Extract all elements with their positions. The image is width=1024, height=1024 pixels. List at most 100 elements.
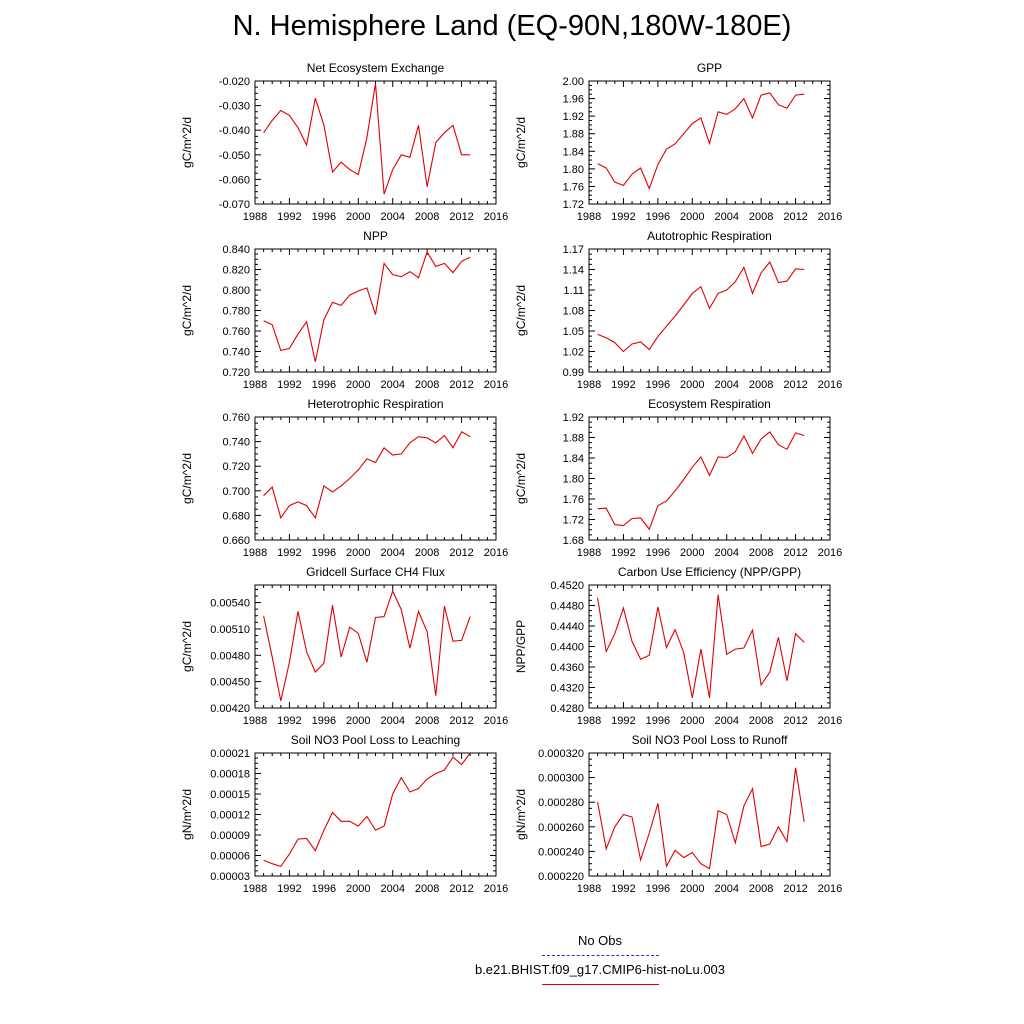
x-tick-label: 1988: [577, 547, 601, 559]
y-tick-label: 1.05: [563, 326, 584, 338]
y-tick-label: 1.72: [563, 199, 584, 211]
x-tick-label: 1992: [611, 379, 635, 391]
x-tick-label: 1992: [611, 883, 635, 895]
page-title: N. Hemisphere Land (EQ-90N,180W-180E): [232, 10, 792, 42]
y-tick-label: -0.040: [219, 125, 250, 137]
y-tick-label: 0.840: [222, 244, 250, 256]
y-tick-label: 0.00009: [210, 830, 250, 842]
x-tick-label: 1992: [277, 715, 301, 727]
y-tick-label: 1.68: [563, 535, 584, 547]
chart-panel-6: Ecosystem Respiration gC/m^2/d 1988 1992 199…: [514, 397, 842, 559]
x-tick-label: 2008: [415, 547, 439, 559]
y-tick-label: 1.02: [563, 347, 584, 359]
x-tick-label: 1992: [277, 379, 301, 391]
y-tick-label: 1.80: [563, 474, 584, 486]
x-tick-label: 1988: [243, 883, 267, 895]
y-tick-label: 0.00480: [210, 650, 250, 662]
x-tick-label: 2012: [783, 211, 807, 223]
x-tick-label: 1988: [577, 379, 601, 391]
x-tick-label: 2008: [749, 715, 773, 727]
x-tick-label: 2016: [484, 379, 508, 391]
x-tick-label: 2004: [714, 715, 738, 727]
x-tick-label: 2004: [714, 883, 738, 895]
chart-title: Gridcell Surface CH4 Flux: [306, 565, 445, 579]
chart-panel-1: Net Ecosystem Exchange gC/m^2/d 1988 1992 19…: [180, 61, 508, 223]
series-line: [597, 767, 805, 870]
x-tick-label: 2004: [380, 883, 404, 895]
y-tick-label: 0.4400: [550, 642, 584, 654]
plot-frame: [588, 584, 831, 709]
y-tick-label: 1.96: [563, 94, 584, 106]
y-tick-label: 1.08: [563, 306, 584, 318]
y-tick-label: 0.660: [222, 535, 250, 547]
series-line: [597, 92, 805, 191]
y-axis-label: gN/m^2/d: [514, 789, 528, 840]
legend-obs-line: [542, 955, 659, 956]
y-tick-label: -0.050: [219, 150, 250, 162]
y-tick-label: 0.800: [222, 285, 250, 297]
x-tick-label: 2008: [749, 379, 773, 391]
y-tick-label: -0.060: [219, 174, 250, 186]
y-tick-label: 1.14: [563, 265, 584, 277]
y-tick-label: 0.820: [222, 265, 250, 277]
x-tick-label: 1992: [611, 211, 635, 223]
x-tick-label: 2000: [680, 883, 704, 895]
chart-panel-4: Autotrophic Respiration gC/m^2/d 1988 1992 1…: [514, 229, 842, 391]
y-tick-label: 0.4520: [550, 580, 584, 592]
y-tick-label: 0.740: [222, 347, 250, 359]
chart-title: Autotrophic Respiration: [647, 229, 772, 243]
series-line: [263, 589, 471, 702]
x-tick-label: 2004: [714, 379, 738, 391]
x-tick-label: 2004: [380, 379, 404, 391]
x-tick-label: 1996: [312, 379, 336, 391]
y-tick-label: -0.070: [219, 199, 250, 211]
x-tick-label: 2016: [484, 211, 508, 223]
x-tick-label: 1988: [577, 715, 601, 727]
plot-frame: [254, 752, 497, 877]
x-tick-label: 1996: [646, 379, 670, 391]
series-line: [263, 431, 471, 520]
y-tick-label: 0.680: [222, 510, 250, 522]
y-tick-label: 1.88: [563, 129, 584, 141]
legend-obs-label: No Obs: [577, 933, 623, 948]
x-tick-label: 2008: [415, 883, 439, 895]
y-tick-label: 0.740: [222, 437, 250, 449]
y-axis-label: NPP/GPP: [514, 620, 528, 673]
x-tick-label: 2016: [484, 715, 508, 727]
y-tick-label: 0.00450: [210, 677, 250, 689]
y-tick-label: 0.760: [222, 412, 250, 424]
x-tick-label: 2000: [346, 715, 370, 727]
x-tick-label: 2008: [749, 547, 773, 559]
y-axis-label: gC/m^2/d: [180, 621, 194, 672]
chart-panel-9: Soil NO3 Pool Loss to Leaching gN/m^2/d 19…: [180, 733, 508, 895]
chart-title: NPP: [363, 229, 388, 243]
x-tick-label: 2008: [415, 211, 439, 223]
legend-case-label: b.e21.BHIST.f09_g17.CMIP6-hist-noLu.003: [474, 962, 726, 977]
x-tick-label: 2004: [714, 211, 738, 223]
x-tick-label: 1988: [577, 883, 601, 895]
y-tick-label: 1.88: [563, 433, 584, 445]
y-tick-label: 0.00420: [210, 703, 250, 715]
series-line: [597, 594, 805, 698]
x-tick-label: 1996: [646, 883, 670, 895]
y-tick-label: 0.00006: [210, 851, 250, 863]
y-tick-label: 0.99: [563, 367, 584, 379]
y-tick-label: 0.00015: [210, 789, 250, 801]
x-tick-label: 2012: [449, 379, 473, 391]
plot-frame: [254, 248, 497, 373]
y-tick-label: 0.000320: [538, 748, 584, 760]
x-tick-label: 2016: [818, 715, 842, 727]
x-tick-label: 2016: [484, 547, 508, 559]
x-tick-label: 1996: [646, 211, 670, 223]
chart-panel-8: Carbon Use Efficiency (NPP/GPP) NPP/GPP 19…: [514, 565, 842, 727]
x-tick-label: 2012: [449, 715, 473, 727]
x-tick-label: 1988: [243, 379, 267, 391]
y-axis-label: gC/m^2/d: [180, 453, 194, 504]
x-tick-label: 1996: [312, 547, 336, 559]
x-tick-label: 1992: [611, 547, 635, 559]
y-tick-label: 0.000300: [538, 773, 584, 785]
y-tick-label: -0.030: [219, 101, 250, 113]
x-tick-label: 2004: [380, 715, 404, 727]
legend-case-line: [542, 984, 659, 985]
x-tick-label: 1992: [277, 547, 301, 559]
